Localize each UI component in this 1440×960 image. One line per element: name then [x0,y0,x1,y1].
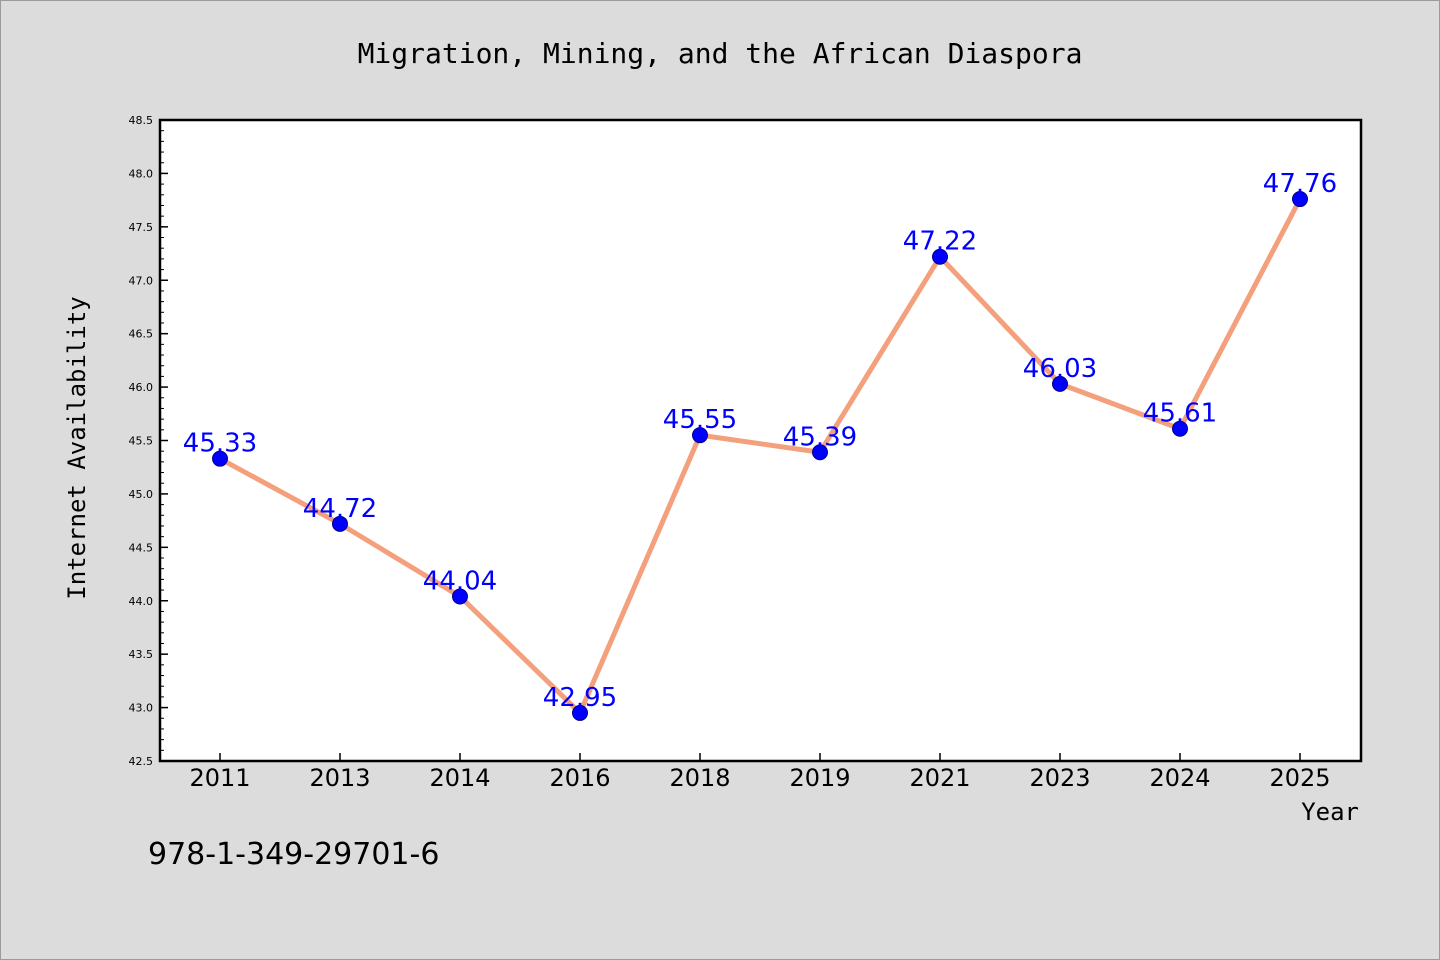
data-label: 42.95 [543,683,617,713]
data-point [692,427,708,444]
x-tick-label: 2021 [909,764,970,792]
isbn-annotation: 978-1-349-29701-6 [148,837,439,872]
y-tick-label: 45.0 [129,488,154,501]
x-tick-label: 2018 [669,764,730,792]
x-tick-label: 2013 [309,764,370,792]
data-point [452,588,468,605]
x-tick-label: 2011 [189,764,250,792]
data-markers [212,191,1308,721]
data-label: 45.55 [663,405,737,435]
data-point [932,248,948,265]
data-label: 45.33 [183,429,257,459]
data-point [812,444,828,461]
series-line [217,196,1303,716]
y-minor-ticks [160,119,164,762]
chart-title: Migration, Mining, and the African Diasp… [358,37,1083,70]
y-tick-label: 48.0 [129,167,154,180]
y-tick-label: 46.0 [129,381,154,394]
data-point [212,450,228,467]
x-tick-label: 2024 [1149,764,1210,792]
x-tick-label: 2025 [1269,764,1330,792]
data-point [1292,191,1308,208]
data-label: 45.39 [783,422,857,452]
y-tick-label: 43.0 [129,702,154,715]
x-axis-label: Year [1301,798,1359,826]
data-label: 45.61 [1143,399,1217,429]
data-label: 44.72 [303,494,377,524]
y-tick-label: 47.5 [129,221,154,234]
y-tick-label: 43.5 [129,648,154,661]
x-tick-label: 2023 [1029,764,1090,792]
y-axis-label: Internet Availability [63,296,91,599]
y-axis: 42.5 43.0 43.5 44.0 44.5 45.0 45.5 46.0 46.5 47.0… [129,114,168,768]
x-tick-label: 2016 [549,764,610,792]
y-tick-label: 46.5 [129,328,154,341]
data-label: 46.03 [1023,354,1097,384]
data-point [572,704,588,721]
data-point [332,515,348,532]
x-axis: 2011 2013 2014 2016 2018 2019 2021 2023 2024 2025 [189,753,1331,792]
data-labels: 45.33 44.72 44.04 42.95 45.55 45.39 47.22 46.03… [183,169,1337,713]
data-point [1052,375,1068,392]
data-point [1172,420,1188,437]
x-tick-label: 2019 [789,764,850,792]
data-label: 47.22 [903,227,977,257]
data-label: 47.76 [1263,169,1337,199]
y-tick-label: 44.5 [129,541,154,554]
plot-area [158,118,1363,763]
data-label: 44.04 [423,566,497,596]
y-tick-label: 45.5 [129,435,154,448]
y-tick-label: 44.0 [129,595,154,608]
y-tick-label: 42.5 [129,755,154,768]
y-tick-label: 48.5 [129,114,154,127]
x-tick-label: 2014 [429,764,490,792]
y-tick-label: 47.0 [129,274,154,287]
